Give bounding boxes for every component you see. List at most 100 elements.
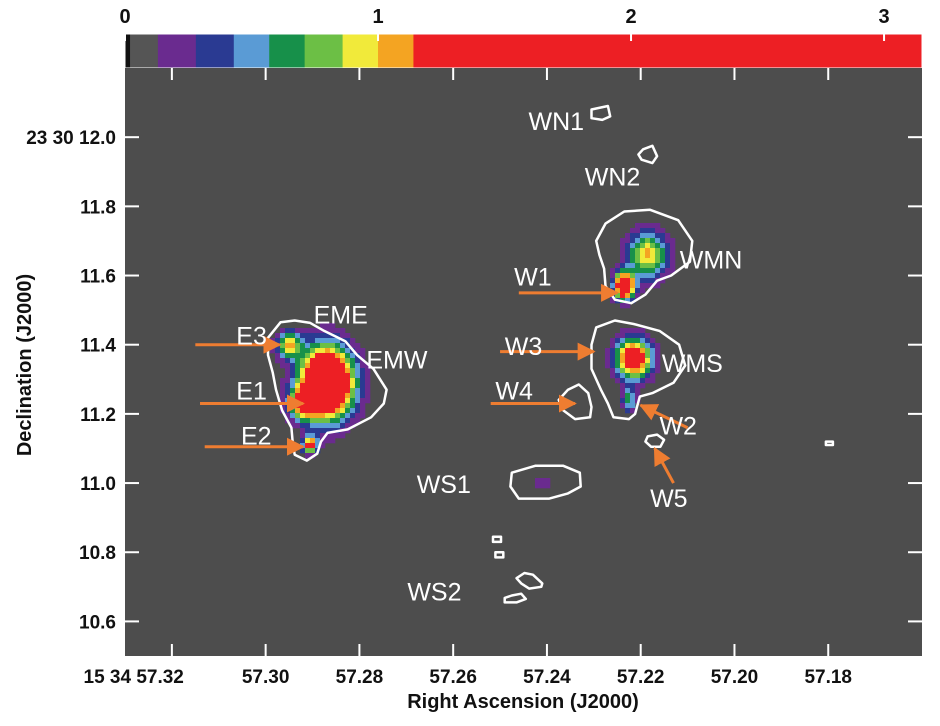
emission-pixel — [280, 343, 286, 349]
emission-pixel — [360, 383, 366, 389]
emission-pixel — [615, 373, 621, 379]
emission-pixel — [305, 423, 311, 429]
emission-pixel — [315, 398, 321, 404]
emission-pixel — [615, 353, 621, 359]
emission-pixel — [295, 363, 301, 369]
emission-pixel — [620, 333, 626, 339]
x-tick-label: 57.26 — [429, 667, 477, 688]
emission-pixel — [615, 378, 621, 384]
emission-pixel — [350, 418, 356, 424]
emission-pixel — [305, 358, 311, 364]
contour-w5 — [644, 433, 666, 448]
emission-pixel — [340, 368, 346, 374]
emission-pixel — [335, 423, 341, 429]
emission-pixel — [305, 333, 311, 339]
emission-pixel — [305, 393, 311, 399]
emission-pixel — [325, 323, 331, 329]
emission-pixel — [665, 268, 671, 274]
emission-pixel — [635, 378, 641, 384]
emission-pixel — [355, 373, 361, 379]
emission-pixel — [655, 253, 661, 259]
emission-pixel — [650, 223, 656, 229]
emission-pixel — [335, 408, 341, 414]
emission-pixel — [635, 358, 641, 364]
emission-pixel — [315, 433, 321, 439]
emission-pixel — [330, 348, 336, 354]
emission-pixel — [280, 383, 286, 389]
emission-pixel — [345, 403, 351, 409]
emission-pixel — [285, 328, 291, 334]
emission-pixel — [345, 338, 351, 344]
plot-background — [125, 68, 922, 656]
emission-pixel — [330, 328, 336, 334]
emission-pixel — [670, 263, 676, 269]
emission-pixel — [300, 383, 306, 389]
emission-pixel — [615, 333, 621, 339]
emission-pixel — [330, 363, 336, 369]
colorbar-segment — [130, 34, 159, 68]
emission-pixel — [355, 363, 361, 369]
y-tick-label: 23 30 12.0 — [26, 128, 116, 149]
emission-pixel — [650, 278, 656, 284]
emission-pixel — [365, 393, 371, 399]
emission-pixel — [280, 398, 286, 404]
emission-pixel — [365, 373, 371, 379]
emission-pixel — [635, 393, 641, 399]
emission-pixel — [635, 343, 641, 349]
emission-pixel — [340, 388, 346, 394]
emission-pixel — [650, 268, 656, 274]
emission-pixel — [625, 238, 631, 244]
emission-pixel — [660, 268, 666, 274]
emission-pixel — [630, 388, 636, 394]
emission-pixel — [360, 413, 366, 419]
emission-pixel — [320, 388, 326, 394]
emission-pixel — [355, 403, 361, 409]
emission-pixel — [280, 358, 286, 364]
emission-pixel — [630, 403, 636, 409]
emission-pixel — [335, 353, 341, 359]
emission-pixel — [280, 403, 286, 409]
emission-pixel — [275, 353, 281, 359]
emission-pixel — [655, 233, 661, 239]
emission-pixel — [645, 238, 651, 244]
emission-pixel — [320, 408, 326, 414]
colorbar-tick-label: 1 — [372, 6, 383, 28]
emission-pixel — [315, 418, 321, 424]
emission-pixel — [330, 373, 336, 379]
emission-pixel — [535, 483, 541, 489]
emission-pixel — [315, 363, 321, 369]
emission-pixel — [300, 388, 306, 394]
emission-pixel — [625, 268, 631, 274]
emission-pixel — [660, 228, 666, 234]
emission-pixel — [670, 258, 676, 264]
source-label-w4: W4 — [495, 378, 533, 406]
emission-pixel — [285, 343, 291, 349]
emission-pixel — [640, 353, 646, 359]
emission-pixel — [290, 378, 296, 384]
emission-pixel — [355, 368, 361, 374]
emission-pixel — [320, 343, 326, 349]
y-tick-label: 11.0 — [80, 474, 116, 495]
emission-pixel — [650, 368, 656, 374]
emission-pixel — [305, 388, 311, 394]
emission-pixel — [300, 353, 306, 359]
emission-pixel — [635, 328, 641, 334]
emission-pixel — [310, 378, 316, 384]
emission-pixel — [610, 268, 616, 274]
emission-pixel — [320, 423, 326, 429]
emission-pixel — [335, 373, 341, 379]
emission-pixel — [305, 328, 311, 334]
emission-pixel — [300, 378, 306, 384]
emission-pixel — [640, 383, 646, 389]
emission-pixel — [640, 368, 646, 374]
emission-pixel — [280, 333, 286, 339]
emission-pixel — [635, 258, 641, 264]
emission-pixel — [620, 378, 626, 384]
emission-pixel — [630, 283, 636, 289]
emission-pixel — [625, 343, 631, 349]
emission-pixel — [640, 273, 646, 279]
emission-pixel — [270, 338, 276, 344]
emission-pixel — [655, 258, 661, 264]
emission-pixel — [285, 388, 291, 394]
emission-pixel — [305, 368, 311, 374]
